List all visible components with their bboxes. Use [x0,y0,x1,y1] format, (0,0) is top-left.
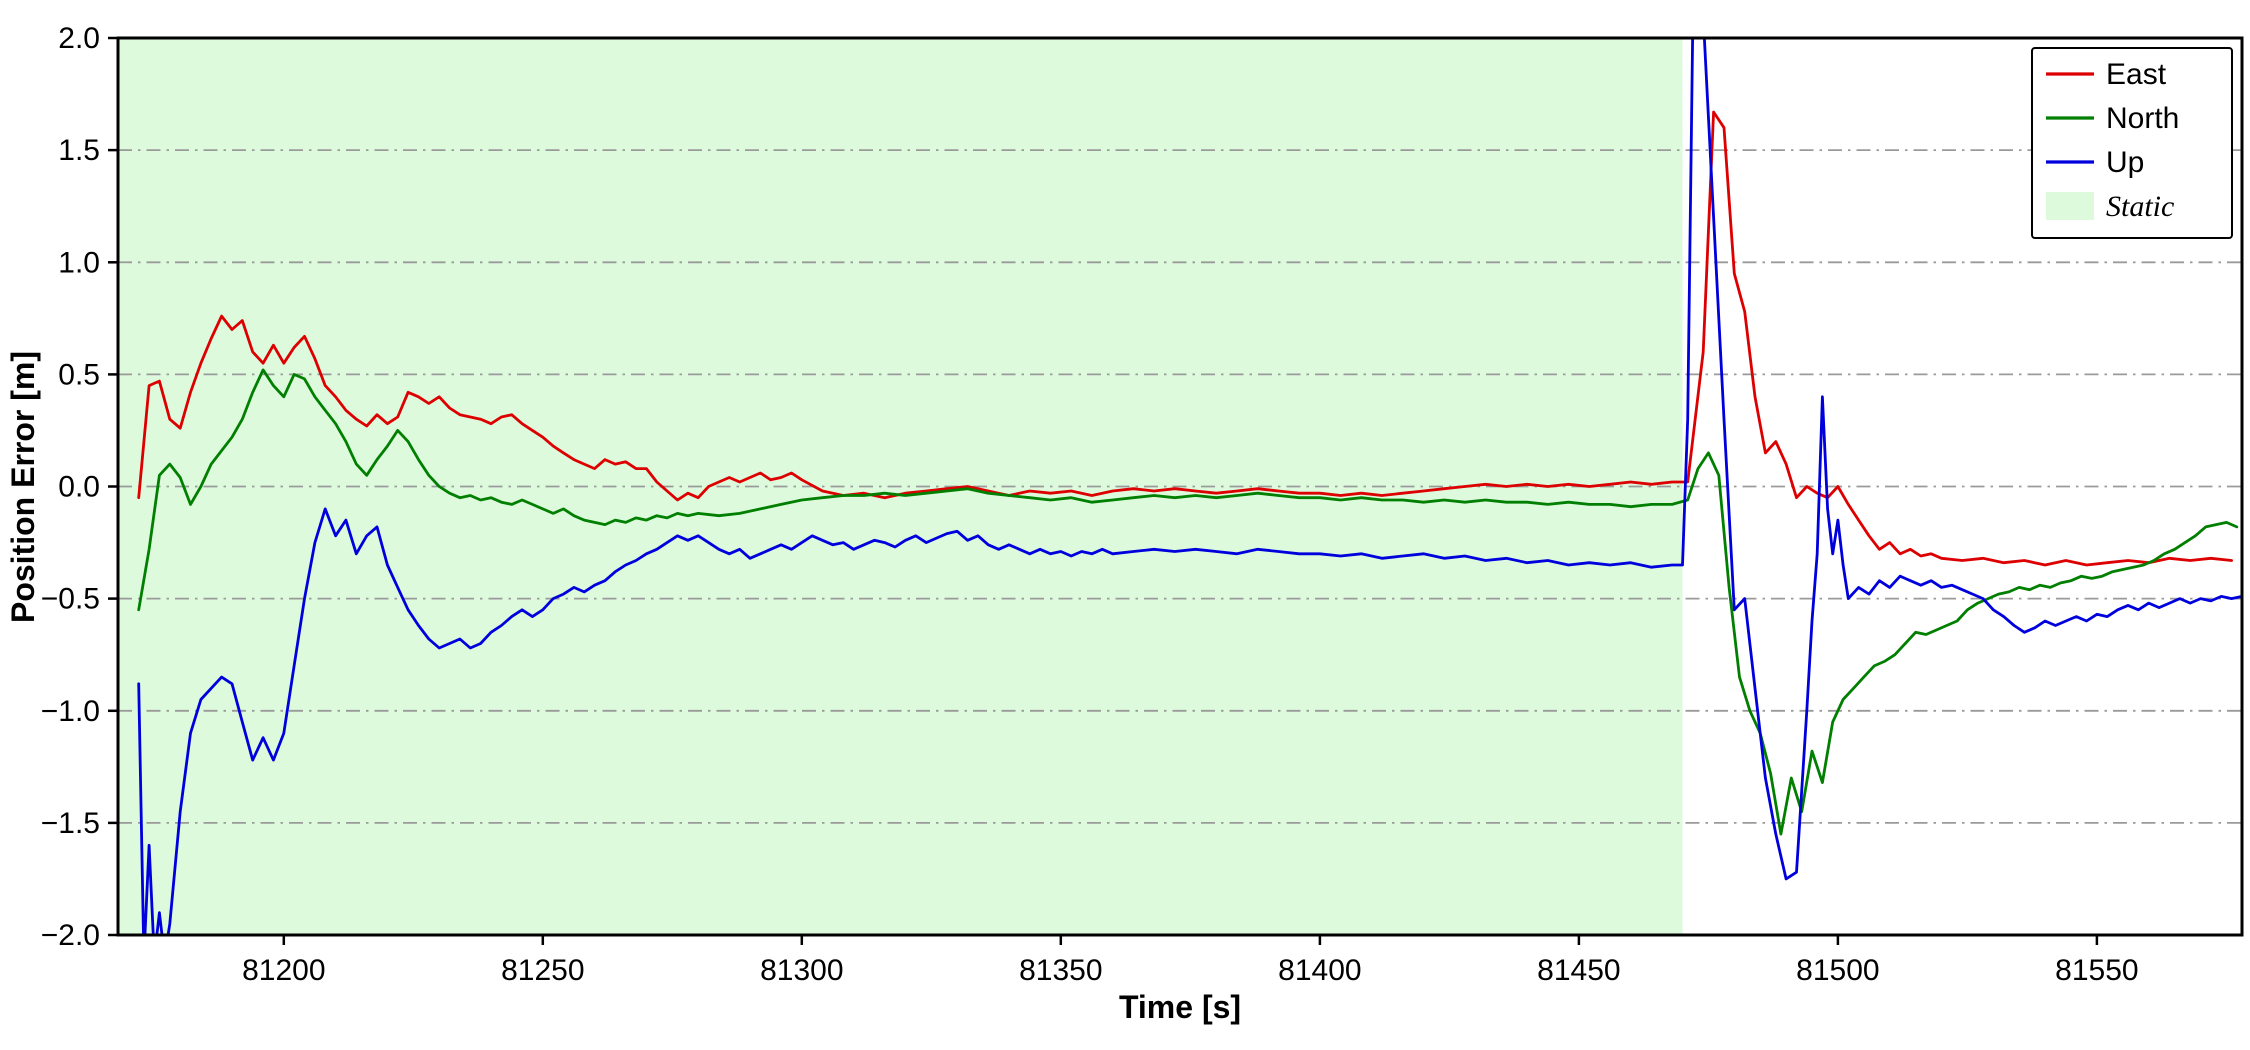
gridline-layer [118,149,2242,824]
legend-label-east: East [2106,58,2167,91]
y-tick-label: −2.0 [41,919,100,952]
y-tick-label: 0.0 [58,471,100,504]
y-tick-label: 1.0 [58,246,100,279]
axes-layer: 81200 81250 81300 81350 81400 81450 81500 81550… [41,22,2244,987]
series-line-up [137,38,2242,935]
y-tick-label: −0.5 [41,583,100,616]
legend-label-up: Up [2106,146,2144,179]
y-tick-label: −1.5 [41,807,100,840]
y-tick-label: 2.0 [58,22,100,55]
x-tick-label: 81450 [1537,954,1620,987]
legend-label-static: Static [2106,190,2174,223]
x-tick-label: 81200 [242,954,325,987]
y-tick-label: 1.5 [58,134,100,167]
series-line-north [137,368,2239,836]
x-tick-label: 81550 [2055,954,2138,987]
legend: East North Up Static [2031,47,2233,239]
legend-label-north: North [2106,102,2179,135]
x-tick-label: 81300 [760,954,843,987]
y-axis-title: Position Error [m] [5,351,41,623]
legend-patch-static [2046,192,2094,220]
x-axis-title: Time [s] [1119,989,1241,1025]
x-tick-label: 81500 [1796,954,1879,987]
series-line-east [137,110,2234,567]
x-tick-label: 81400 [1278,954,1361,987]
legend-box [2031,47,2233,239]
x-tick-label: 81250 [501,954,584,987]
series-layer [137,38,2242,935]
x-tick-label: 81350 [1019,954,1102,987]
y-tick-label: 0.5 [58,358,100,391]
y-tick-label: −1.0 [41,695,100,728]
